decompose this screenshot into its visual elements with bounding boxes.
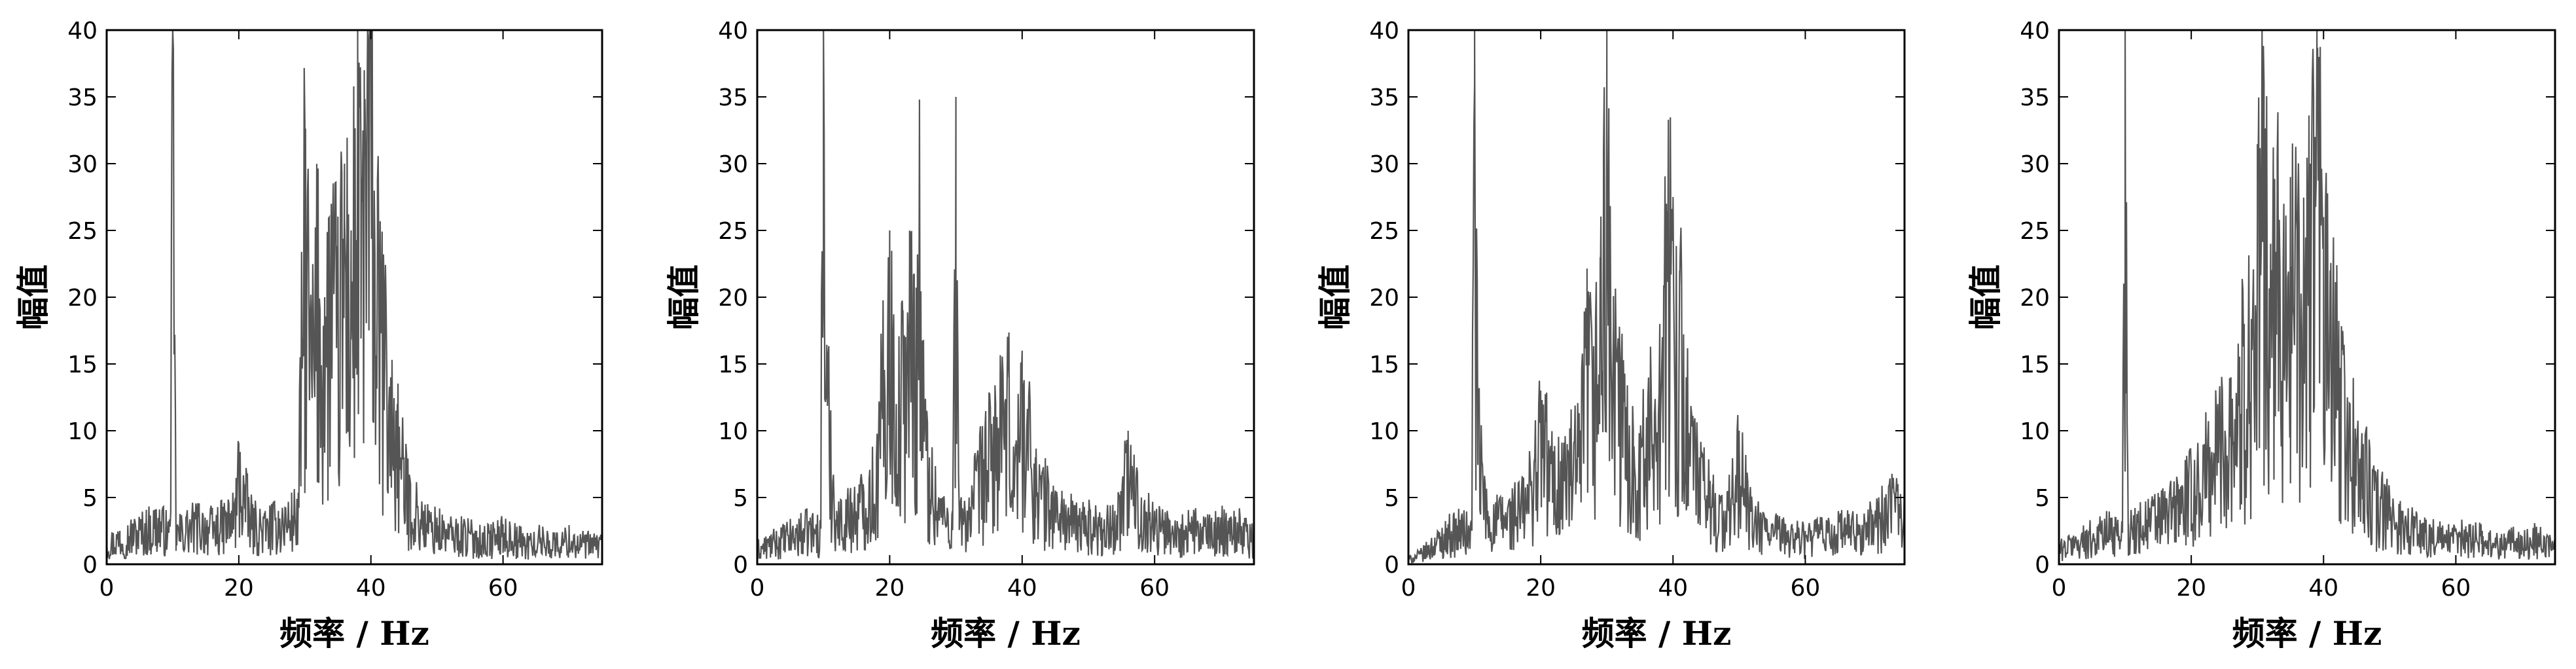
- x-tick-label: 60: [2441, 575, 2471, 602]
- x-tick-label: 20: [874, 575, 904, 602]
- y-tick-label: 15: [2020, 352, 2050, 378]
- spectrum-trace: [2058, 29, 2556, 562]
- y-tick-label: 35: [718, 84, 748, 111]
- y-tick-label: 25: [718, 218, 748, 245]
- y-tick-label: 5: [733, 485, 748, 512]
- x-axis-label: 频率 / Hz: [279, 614, 429, 653]
- y-tick-label: 35: [1369, 84, 1399, 111]
- y-tick-label: 10: [718, 418, 748, 445]
- x-tick-label: 40: [1007, 575, 1037, 602]
- x-tick-label: 40: [356, 575, 386, 602]
- x-tick-label: 0: [2052, 575, 2067, 602]
- y-axis-label: 幅值: [664, 264, 703, 330]
- y-tick-label: 35: [67, 84, 98, 111]
- x-tick-label: 0: [1401, 575, 1416, 602]
- x-tick-label: 40: [1658, 575, 1688, 602]
- y-tick-label: 20: [67, 285, 98, 312]
- y-tick-label: 0: [733, 552, 748, 579]
- y-tick-label: 0: [82, 552, 98, 579]
- y-tick-label: 15: [718, 352, 748, 378]
- y-axis-label: 幅值: [1315, 264, 1354, 330]
- y-tick-label: 20: [1369, 285, 1399, 312]
- panel-3: 0 5 10 15 20 25 30 35 40 0 20 40 60 频率 / Hz 幅值: [1315, 18, 1906, 653]
- y-tick-label: 20: [718, 285, 748, 312]
- y-tick-label: 30: [718, 151, 748, 178]
- panel-2: 0 5 10 15 20 25 30 35 40 0 20 40 60 频率 / Hz 幅值: [664, 18, 1255, 653]
- x-tick-label: 20: [2176, 575, 2206, 602]
- y-tick-label: 15: [67, 352, 98, 378]
- y-tick-label: 40: [2020, 18, 2050, 45]
- y-tick-label: 30: [1369, 151, 1399, 178]
- panel-1: 0 5 10 15 20 25 30 35 40 0 20 40 60 频率 / Hz 幅值: [14, 18, 603, 653]
- y-tick-label: 25: [2020, 218, 2050, 245]
- x-tick-label: 0: [99, 575, 115, 602]
- spectrum-trace: [756, 29, 1255, 560]
- x-tick-label: 60: [488, 575, 518, 602]
- y-tick-label: 35: [2020, 84, 2050, 111]
- spectrum-trace: [105, 29, 603, 560]
- y-tick-label: 5: [2035, 485, 2050, 512]
- x-tick-label: 60: [1139, 575, 1170, 602]
- x-axis-label: 频率 / Hz: [931, 614, 1081, 653]
- x-tick-label: 40: [2308, 575, 2338, 602]
- y-axis-label: 幅值: [1966, 264, 2005, 330]
- y-tick-label: 25: [1369, 218, 1399, 245]
- y-tick-label: 20: [2020, 285, 2050, 312]
- x-tick-label: 20: [224, 575, 254, 602]
- y-axis-label: 幅值: [14, 264, 52, 330]
- y-tick-label: 40: [1369, 18, 1399, 45]
- y-tick-label: 30: [2020, 151, 2050, 178]
- y-tick-label: 40: [67, 18, 98, 45]
- y-tick-label: 15: [1369, 352, 1399, 378]
- x-tick-label: 20: [1526, 575, 1556, 602]
- panel-4: 0 5 10 15 20 25 30 35 40 0 20 40 60 频率 / Hz 幅值: [1966, 18, 2556, 653]
- y-tick-label: 0: [2035, 552, 2050, 579]
- spectrum-trace: [1407, 29, 1906, 564]
- y-tick-label: 25: [67, 218, 98, 245]
- y-tick-label: 5: [1384, 485, 1399, 512]
- y-tick-label: 10: [67, 418, 98, 445]
- y-tick-label: 30: [67, 151, 98, 178]
- x-axis-label: 频率 / Hz: [1582, 614, 1732, 653]
- x-axis-label: 频率 / Hz: [2232, 614, 2382, 653]
- y-tick-label: 10: [2020, 418, 2050, 445]
- y-tick-label: 0: [1384, 552, 1399, 579]
- y-tick-label: 10: [1369, 418, 1399, 445]
- y-tick-label: 5: [82, 485, 98, 512]
- x-tick-label: 60: [1790, 575, 1820, 602]
- y-tick-label: 40: [718, 18, 748, 45]
- x-tick-label: 0: [750, 575, 765, 602]
